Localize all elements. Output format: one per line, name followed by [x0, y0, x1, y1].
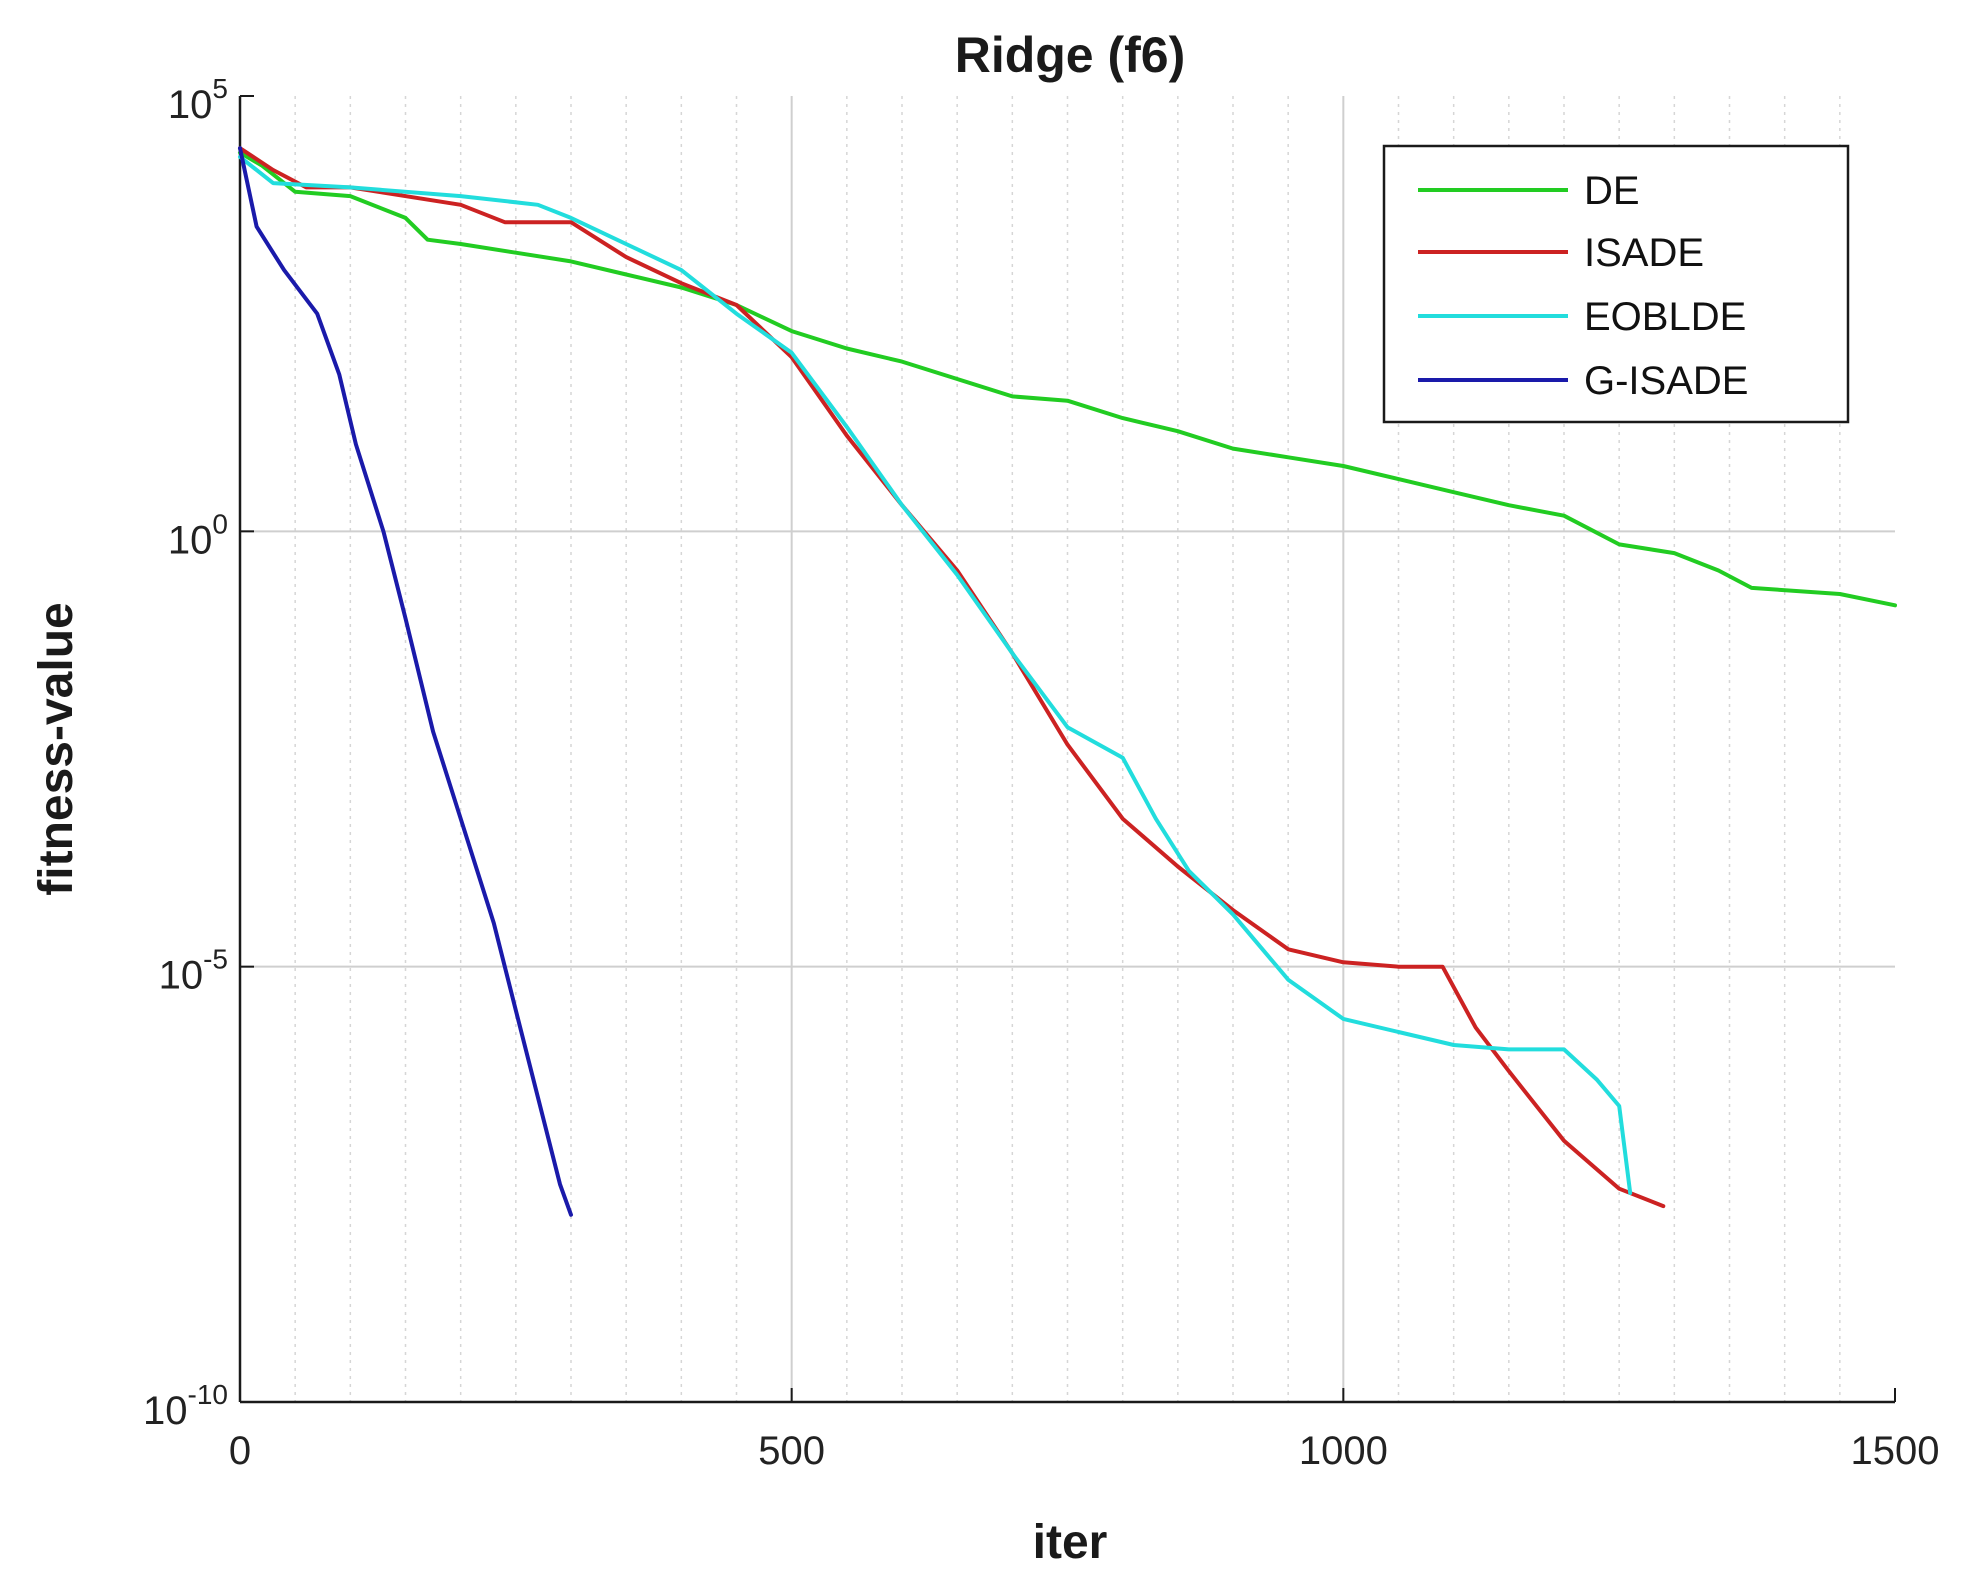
legend-label-g-isade: G-ISADE: [1584, 359, 1748, 403]
series-line-g-isade: [238, 146, 573, 1217]
x-tick-label: 0: [229, 1429, 251, 1473]
axes: [238, 95, 1896, 1404]
legend-label-isade: ISADE: [1584, 231, 1704, 275]
x-tick-label: 1000: [1299, 1429, 1388, 1473]
y-tick-label: 100: [168, 508, 228, 562]
tick-labels: 0 500 1000 1500 105 100 10-5 10-10: [143, 73, 1939, 1473]
legend: DE ISADE EOBLDE G-ISADE: [1382, 144, 1850, 424]
x-axis-label: iter: [1033, 1516, 1108, 1569]
series-line-eoblde: [238, 154, 1633, 1195]
y-axis-label: fitness-value: [30, 602, 83, 895]
y-tick-label: 10-5: [159, 944, 228, 998]
data-series: [238, 146, 1897, 1217]
legend-label-eoblde: EOBLDE: [1584, 295, 1746, 339]
x-tick-label: 1500: [1851, 1429, 1940, 1473]
chart-title: Ridge (f6): [955, 27, 1186, 83]
legend-label-de: DE: [1584, 169, 1640, 213]
series-line-de: [238, 150, 1897, 608]
grid: [240, 96, 1895, 1402]
y-tick-label: 10-10: [143, 1379, 228, 1433]
x-tick-label: 500: [758, 1429, 825, 1473]
y-tick-label: 105: [168, 73, 228, 127]
